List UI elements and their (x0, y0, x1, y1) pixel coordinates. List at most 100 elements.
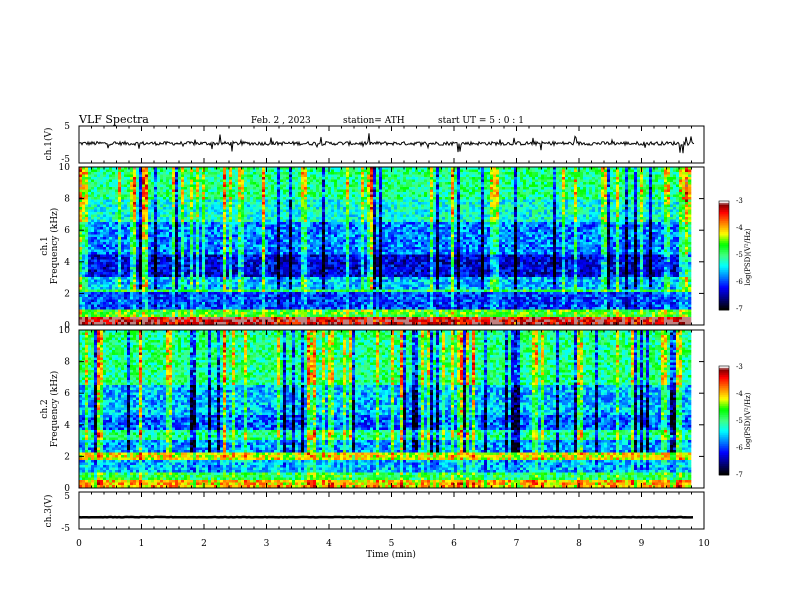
station-label: station= ATH (343, 116, 405, 126)
spectrogram-cell (571, 172, 575, 175)
spectrogram-cell (613, 214, 617, 218)
spectrogram-cell (142, 209, 146, 213)
spectrogram-cell (589, 197, 593, 200)
spectrogram-cell (121, 184, 125, 188)
spectrogram-cell (487, 217, 491, 220)
spectrogram-cell (124, 182, 128, 185)
spectrogram-cell (325, 172, 329, 175)
spectrogram-cell (613, 167, 617, 170)
spectrogram-cell (280, 214, 284, 218)
spectrogram-cell (313, 207, 317, 210)
spectrogram-cell (433, 199, 437, 203)
spectrogram-cell (163, 207, 167, 210)
spectrogram-cell (85, 182, 89, 185)
spectrogram-cell (163, 172, 167, 175)
spectrogram-cell (250, 189, 254, 193)
spectrogram-cell (556, 217, 560, 220)
spectrogram-cell (190, 182, 194, 185)
spectrogram-cell (610, 192, 614, 195)
spectrogram-cell (304, 179, 308, 183)
spectrogram-cell (631, 197, 635, 200)
spectrogram-cell (460, 177, 464, 180)
spectrogram-cell (145, 202, 149, 205)
spectrogram-cell (217, 194, 221, 198)
spectrogram-cell (445, 212, 449, 215)
spectrogram-cell (625, 219, 629, 223)
spectrogram-cell (286, 204, 290, 208)
spectrogram-cell (559, 202, 563, 205)
spectrogram-cell (316, 219, 320, 223)
spectrogram-cell (439, 167, 443, 170)
spectrogram-cell (355, 179, 359, 183)
spectrogram-cell (346, 209, 350, 213)
spectrogram-cell (517, 174, 521, 178)
spectrogram-cell (277, 197, 281, 200)
spectrogram-cell (613, 222, 617, 225)
spectrogram-cell (649, 184, 653, 188)
spectrogram-cell (577, 192, 581, 195)
spectrogram-cell (640, 179, 644, 183)
spectrogram-cell (658, 222, 662, 225)
spectrogram-cell (487, 189, 491, 193)
spectrogram-cell (283, 217, 287, 220)
spectrogram-cell (82, 222, 86, 225)
spectrogram-cell (430, 204, 434, 208)
spectrogram-cell (235, 204, 239, 208)
spectrogram-cell (265, 184, 269, 188)
spectrogram-cell (121, 219, 125, 223)
spectrogram-cell (505, 222, 509, 225)
spectrogram-cell (112, 187, 116, 190)
spectrogram-cell (214, 219, 218, 223)
spectrogram-cell (307, 179, 311, 183)
spectrogram-cell (688, 217, 692, 220)
spectrogram-cell (295, 187, 299, 190)
spectrogram-cell (670, 209, 674, 213)
spectrogram-cell (322, 217, 326, 220)
spectrogram-cell (109, 167, 113, 170)
spectrogram-cell (397, 177, 401, 180)
spectrogram-cell (433, 204, 437, 208)
spectrogram-cell (346, 204, 350, 208)
spectrogram-cell (316, 212, 320, 215)
spectrogram-cell (472, 212, 476, 215)
spectrogram-cell (226, 174, 230, 178)
spectrogram-cell (580, 179, 584, 183)
spectrogram-cell (538, 199, 542, 203)
spectrogram-cell (136, 202, 140, 205)
spectrogram-cell (574, 222, 578, 225)
spectrogram-cell (205, 197, 209, 200)
spectrogram-cell (154, 177, 158, 180)
spectrogram-cell (433, 212, 437, 215)
spectrogram-cell (301, 169, 305, 173)
spectrogram-cell (256, 207, 260, 210)
spectrogram-cell (286, 172, 290, 175)
spectrogram-cell (358, 207, 362, 210)
spectrogram-cell (238, 217, 242, 220)
spectrogram-cell (388, 202, 392, 205)
spectrogram-cell (106, 194, 110, 198)
spectrogram-cell (247, 214, 251, 218)
spectrogram-cell (511, 194, 515, 198)
spectrogram-cell (181, 219, 185, 223)
spectrogram-cell (514, 199, 518, 203)
spectrogram-cell (487, 202, 491, 205)
spectrogram-cell (646, 214, 650, 218)
spectrogram-cell (379, 179, 383, 183)
spectrogram-cell (658, 182, 662, 185)
spectrogram-cell (106, 189, 110, 193)
spectrogram-cell (175, 217, 179, 220)
spectrogram-cell (292, 214, 296, 218)
spectrogram-cell (535, 207, 539, 210)
spectrogram-cell (634, 192, 638, 195)
spectrogram-cell (601, 187, 605, 190)
spectrogram-cell (187, 187, 191, 190)
spectrogram-cell (475, 172, 479, 175)
spectrogram-cell (283, 197, 287, 200)
spectrogram-cell (496, 207, 500, 210)
spectrogram-cell (388, 179, 392, 183)
spectrogram-cell (625, 179, 629, 183)
spectrogram-cell (277, 179, 281, 183)
spectrogram-cell (196, 187, 200, 190)
spectrogram-cell (628, 182, 632, 185)
spectrogram-cell (607, 207, 611, 210)
